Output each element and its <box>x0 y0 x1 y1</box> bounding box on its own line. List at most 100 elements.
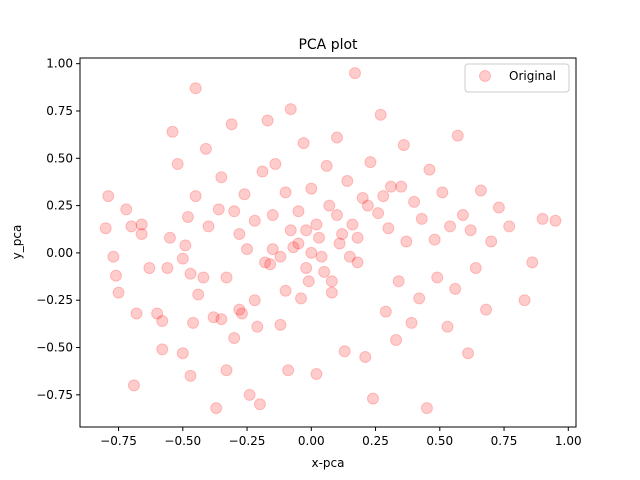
data-point <box>392 275 405 288</box>
data-point <box>518 294 531 307</box>
data-point <box>436 186 449 199</box>
y-tick-label: 1.00 <box>46 57 73 71</box>
data-point <box>253 398 266 411</box>
y-tick-label: 0.25 <box>46 199 73 213</box>
y-tick-label: −0.75 <box>36 388 73 402</box>
data-point <box>251 320 264 333</box>
data-point <box>261 114 274 127</box>
x-tick-label: 0.75 <box>491 434 518 448</box>
x-tick-label: −0.50 <box>164 434 201 448</box>
data-point <box>341 175 354 187</box>
data-point <box>310 218 323 231</box>
data-point <box>359 350 372 363</box>
scatter-points <box>99 67 562 415</box>
data-point <box>248 294 261 307</box>
data-point <box>166 125 179 138</box>
data-point <box>503 220 516 233</box>
data-point <box>390 333 403 346</box>
data-point <box>228 205 241 218</box>
data-point <box>348 67 361 80</box>
data-point <box>456 209 469 222</box>
data-point <box>199 142 212 155</box>
data-point <box>444 220 457 233</box>
data-point <box>184 369 197 382</box>
data-point <box>215 171 228 184</box>
plot-frame <box>79 57 577 428</box>
data-point <box>310 368 323 381</box>
data-point <box>413 292 426 305</box>
data-point <box>189 82 202 95</box>
data-point <box>462 347 475 360</box>
data-point <box>233 227 246 240</box>
data-point <box>202 220 215 233</box>
data-point <box>130 307 143 320</box>
x-tick-label: 1.00 <box>555 434 582 448</box>
x-tick-label: 0.50 <box>426 434 453 448</box>
x-axis-label: x-pca <box>312 456 345 470</box>
data-point <box>135 218 148 231</box>
data-point <box>220 271 233 284</box>
data-point <box>215 313 228 326</box>
data-point <box>212 203 225 216</box>
data-point <box>305 182 318 195</box>
data-point <box>382 222 395 235</box>
data-point <box>297 137 310 150</box>
y-tick-label: 0.75 <box>46 104 73 118</box>
data-point <box>125 220 138 233</box>
data-point <box>305 246 318 259</box>
data-point <box>356 192 369 205</box>
data-point <box>233 303 246 316</box>
data-point <box>351 256 364 269</box>
data-point <box>377 190 390 203</box>
data-point <box>361 199 374 212</box>
data-point <box>156 315 169 328</box>
data-point <box>161 262 174 275</box>
data-point <box>266 209 279 222</box>
data-point <box>187 316 200 329</box>
data-point <box>225 118 238 131</box>
data-point <box>99 222 112 235</box>
legend-marker <box>479 70 491 82</box>
data-point <box>480 303 493 316</box>
data-point <box>210 402 223 415</box>
data-point <box>379 305 392 318</box>
data-point <box>374 108 387 121</box>
data-point <box>474 184 487 197</box>
data-point <box>156 343 169 356</box>
data-point <box>207 311 220 324</box>
data-point <box>549 214 562 227</box>
x-tick-label: −0.25 <box>229 434 266 448</box>
data-point <box>266 243 279 256</box>
data-point <box>238 188 251 201</box>
data-point <box>235 307 248 320</box>
data-point <box>333 237 346 250</box>
data-point <box>284 103 297 116</box>
data-point <box>127 379 140 392</box>
data-point <box>274 318 287 331</box>
data-point <box>192 288 205 301</box>
data-point <box>112 286 125 299</box>
data-point <box>343 250 356 263</box>
data-point <box>323 199 336 212</box>
data-point <box>325 275 338 288</box>
legend-box <box>464 63 570 93</box>
data-point <box>397 139 410 152</box>
data-point <box>449 282 462 295</box>
data-point <box>220 364 233 377</box>
data-point <box>107 250 120 263</box>
data-point <box>120 203 133 216</box>
data-point <box>295 292 308 305</box>
data-point <box>184 267 197 280</box>
data-point <box>325 286 338 299</box>
data-point <box>292 237 305 250</box>
data-point <box>151 307 164 320</box>
data-point <box>189 190 202 203</box>
y-tick-label: 0.00 <box>46 246 73 260</box>
data-point <box>135 227 148 240</box>
data-point <box>179 239 192 252</box>
x-tick-label: 0.25 <box>362 434 389 448</box>
data-point <box>181 210 194 223</box>
data-point <box>241 243 254 256</box>
data-point <box>197 271 210 284</box>
y-axis-label: y_pca <box>10 225 24 260</box>
